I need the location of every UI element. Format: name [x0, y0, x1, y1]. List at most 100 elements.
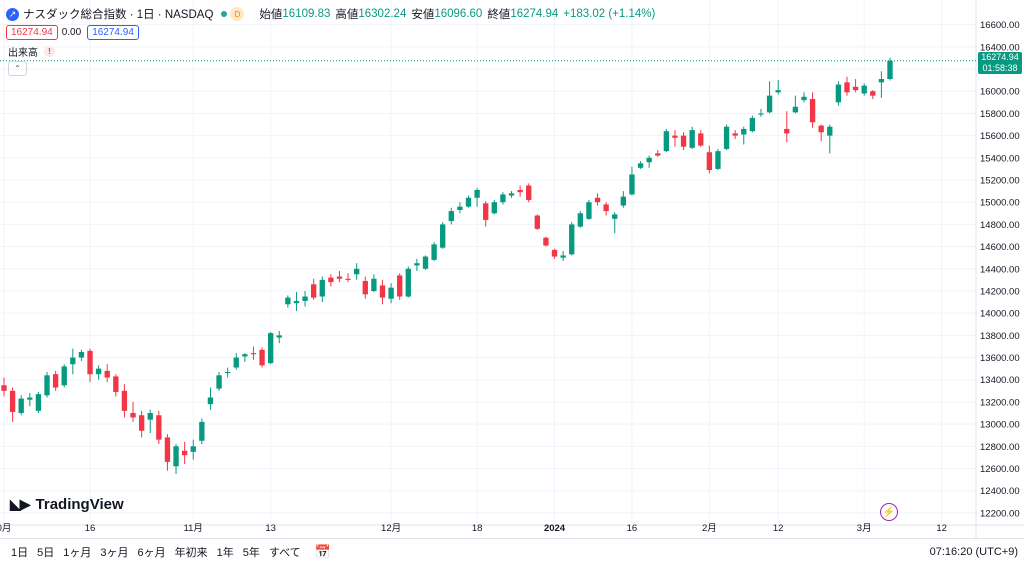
candle	[637, 161, 644, 169]
candle	[207, 387, 214, 410]
candle-body	[801, 96, 807, 101]
candle	[577, 211, 583, 228]
candle-body	[405, 268, 411, 297]
candle-body	[620, 196, 627, 206]
candle	[113, 374, 119, 397]
candle	[267, 332, 274, 365]
candle-body	[9, 390, 16, 412]
candle-body	[414, 263, 420, 266]
candle-body	[328, 277, 334, 283]
bottom-toolbar: 1日 5日 1ヶ月 3ヶ月 6ヶ月 年初来 1年 5年 すべて 📅 07:16:…	[0, 538, 1024, 565]
range-ytd[interactable]: 年初来	[174, 547, 208, 559]
candle-body	[689, 130, 695, 148]
data-delay-badge[interactable]: D	[230, 7, 245, 21]
candle	[629, 166, 635, 196]
candle	[121, 384, 128, 418]
candle-body	[508, 193, 515, 196]
range-3m[interactable]: 3ヶ月	[100, 547, 129, 559]
candle-body	[818, 125, 824, 133]
collapse-legend-button[interactable]: ⌃	[8, 61, 27, 76]
candle	[224, 367, 231, 378]
range-1m[interactable]: 1ヶ月	[63, 547, 92, 559]
range-1y[interactable]: 1年	[216, 547, 234, 559]
candle	[147, 409, 153, 434]
candle	[61, 364, 67, 388]
candle	[354, 263, 360, 280]
candle-body	[190, 446, 196, 452]
candle	[414, 258, 420, 271]
candle-body	[27, 397, 33, 400]
spread-value: 0.00	[61, 27, 82, 38]
candle-body	[784, 128, 790, 134]
candle	[362, 276, 368, 299]
tradingview-logo-icon: ◣▶	[10, 496, 31, 512]
candle	[887, 57, 893, 81]
candle-body	[870, 91, 876, 96]
candle-body	[560, 255, 566, 258]
candle	[95, 365, 102, 380]
x-tick-label: 2024	[544, 523, 566, 534]
candle-body	[680, 135, 687, 147]
candle	[698, 130, 704, 147]
x-tick-label: 2月	[702, 523, 717, 534]
bid-price-box[interactable]: 16274.94	[6, 25, 58, 40]
candle	[758, 108, 764, 117]
x-tick-label: 12	[773, 523, 784, 534]
candle-body	[388, 287, 394, 299]
range-6m[interactable]: 6ヶ月	[137, 547, 166, 559]
candle-body	[216, 375, 222, 389]
candle	[173, 444, 179, 475]
ask-price-box[interactable]: 16274.94	[87, 25, 139, 40]
candle-body	[199, 421, 205, 441]
candle-body	[792, 106, 799, 113]
candle	[448, 207, 454, 225]
volume-label[interactable]: 出来高	[8, 48, 38, 59]
candle	[586, 199, 592, 220]
warning-icon[interactable]: !	[44, 46, 55, 57]
x-tick-label: 11月	[184, 523, 203, 534]
candle-body	[233, 357, 239, 368]
candle-body	[371, 278, 377, 291]
tradingview-logo[interactable]: ◣▶ TradingView	[10, 496, 124, 513]
lightning-icon[interactable]: ⚡	[880, 503, 898, 521]
candle-body	[835, 84, 842, 103]
high-label: 高値	[335, 9, 359, 21]
candle-body	[732, 133, 738, 136]
candle-body	[569, 224, 575, 255]
candle	[199, 418, 205, 445]
candle	[336, 270, 343, 283]
candle	[801, 92, 807, 103]
candle-body	[775, 90, 781, 93]
candle	[27, 393, 33, 407]
candle-body	[354, 268, 360, 275]
candle	[311, 278, 317, 300]
low-value: 16096.60	[434, 8, 483, 20]
candle	[852, 79, 859, 93]
candle	[569, 222, 575, 256]
y-tick-label: 12800.00	[980, 442, 1020, 453]
clock[interactable]: 07:16:20 (UTC+9)	[929, 546, 1018, 558]
range-5y[interactable]: 5年	[242, 547, 260, 559]
y-tick-label: 13200.00	[980, 397, 1020, 408]
candle	[44, 371, 50, 398]
candle	[465, 195, 472, 208]
candle	[560, 251, 566, 262]
candle	[138, 410, 145, 438]
x-tick-label: 3月	[857, 523, 872, 534]
range-1d[interactable]: 1日	[11, 547, 29, 559]
range-5d[interactable]: 5日	[37, 547, 55, 559]
candle	[18, 395, 24, 416]
symbol-title[interactable]: ナスダック総合指数 · 1日 · NASDAQ	[23, 9, 214, 21]
candle-body	[285, 297, 291, 305]
candle	[371, 274, 377, 293]
close-label: 終値	[487, 9, 511, 21]
calendar-range-icon[interactable]: 📅	[314, 544, 331, 559]
candlestick-chart[interactable]: 16600.0016400.0016200.0016000.0015800.00…	[0, 0, 1024, 538]
candle-body	[70, 357, 76, 365]
candle-body	[491, 202, 497, 214]
candle	[844, 76, 850, 96]
range-all[interactable]: すべて	[268, 547, 301, 559]
candle	[276, 330, 282, 344]
candle	[500, 192, 506, 205]
candle	[156, 410, 162, 445]
